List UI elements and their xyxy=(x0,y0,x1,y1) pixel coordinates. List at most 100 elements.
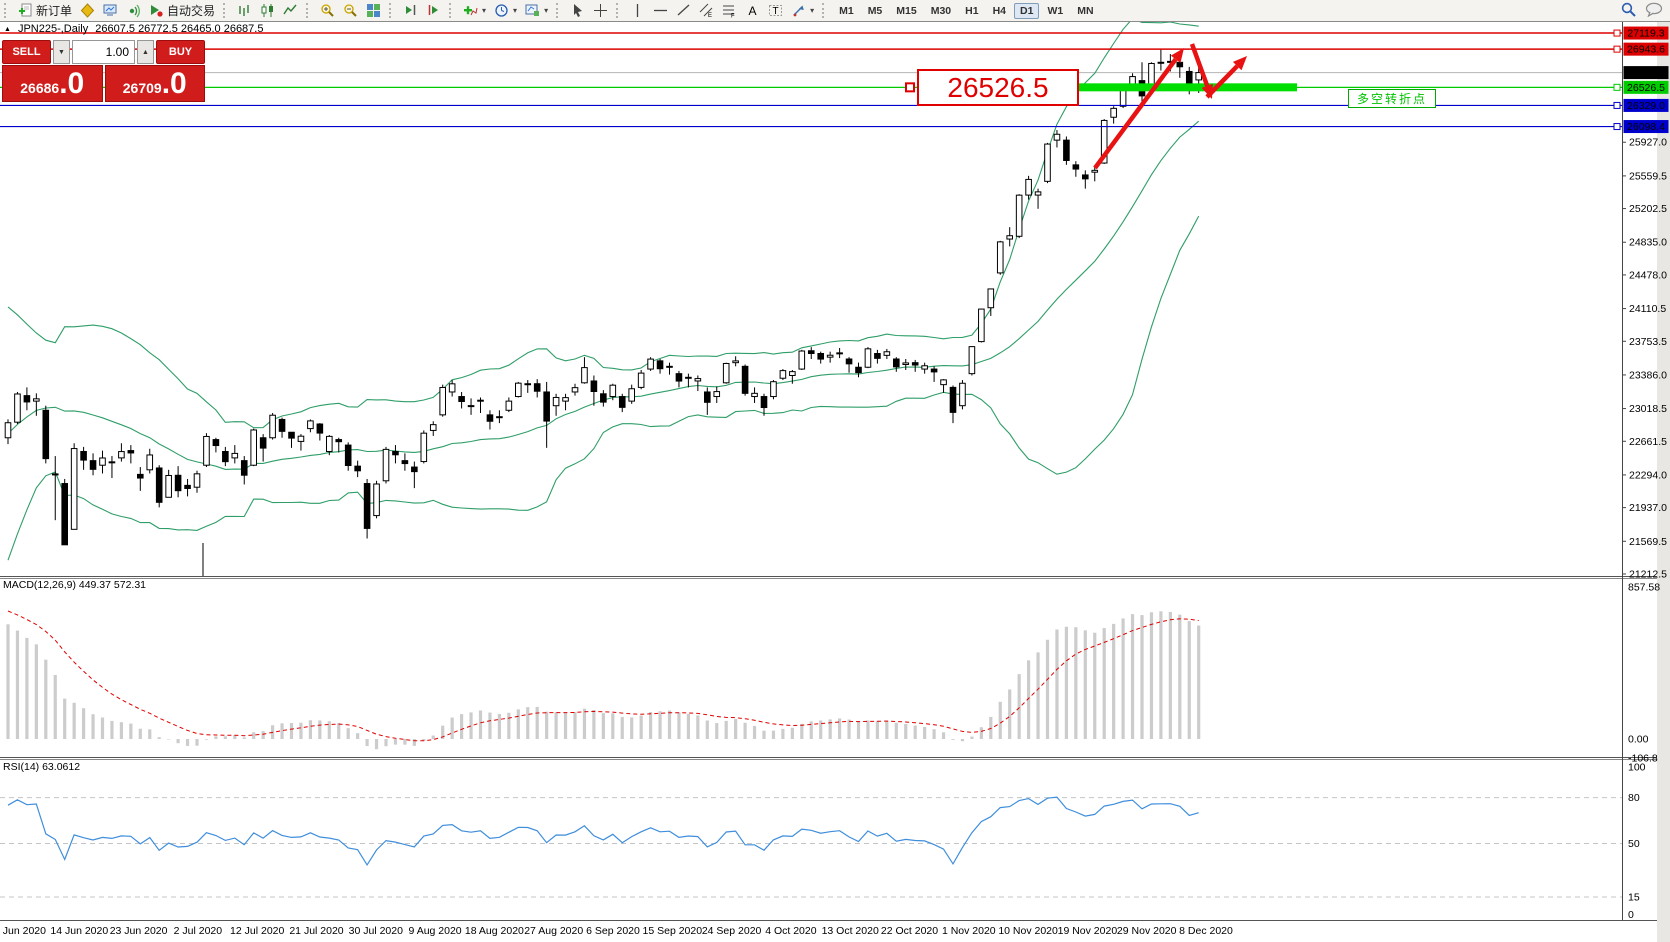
arrow-head[interactable] xyxy=(1170,48,1184,63)
timeframe-button-h1[interactable]: H1 xyxy=(965,4,979,17)
timeframe-button-d1[interactable]: D1 xyxy=(1014,2,1040,19)
toolbar-group-grip xyxy=(616,3,623,18)
date-label: 12 Jul 2020 xyxy=(230,925,284,937)
macd-axis-label: -106.8 xyxy=(1628,752,1658,764)
svg-text:24835.0: 24835.0 xyxy=(1629,237,1667,249)
timeframe-button-mn[interactable]: MN xyxy=(1077,4,1094,17)
crosshair-icon xyxy=(593,3,608,18)
level-anchor-marker[interactable] xyxy=(1613,101,1621,109)
timeframe-button-h4[interactable]: H4 xyxy=(992,4,1007,17)
date-label: 22 Oct 2020 xyxy=(881,925,938,937)
volume-increase-button[interactable]: ▲ xyxy=(137,40,154,64)
rsi-axis-label: 100 xyxy=(1628,762,1646,774)
svg-text:21569.5: 21569.5 xyxy=(1629,536,1667,548)
volume-input[interactable]: 1.00 xyxy=(72,40,135,64)
search-button[interactable] xyxy=(1620,1,1637,23)
price-axis: 25927.0 25559.5 25202.5 24835.0 24478.0 24110… xyxy=(1613,26,1669,580)
buy-button[interactable]: BUY xyxy=(156,40,205,64)
volume-decrease-button[interactable]: ▼ xyxy=(53,40,70,64)
channel-button[interactable]: E xyxy=(695,0,718,21)
date-label: 8 Dec 2020 xyxy=(1179,925,1233,937)
chart-shift-button[interactable] xyxy=(422,0,445,21)
svg-text:23018.5: 23018.5 xyxy=(1629,403,1667,415)
sell-price[interactable]: 26686.0 xyxy=(2,65,103,102)
timeframe-button-w1[interactable]: W1 xyxy=(1047,4,1064,17)
svg-text:26098.4: 26098.4 xyxy=(1627,121,1665,133)
svg-text:26943.6: 26943.6 xyxy=(1627,44,1665,56)
right-edge-strip xyxy=(1657,22,1670,942)
community-button[interactable] xyxy=(1645,2,1664,22)
dropdown-arrow-icon[interactable]: ▾ xyxy=(544,6,549,15)
candlestick-button[interactable] xyxy=(256,0,279,21)
cursor-button[interactable] xyxy=(566,0,589,21)
text-button[interactable]: A xyxy=(741,0,764,21)
indicators-button[interactable]: ▾ xyxy=(459,0,490,21)
autotrading-button[interactable]: 自动交易 xyxy=(145,0,219,21)
rsi-axis-label: 15 xyxy=(1628,892,1640,904)
arrows-icon xyxy=(791,3,806,18)
collapse-triangle-icon[interactable]: ▲ xyxy=(4,26,11,33)
date-label: 2 Jul 2020 xyxy=(174,925,223,937)
arrow-shaft[interactable] xyxy=(1189,43,1210,87)
toolbar-group-grip xyxy=(822,3,829,18)
horizontal-line-button[interactable] xyxy=(649,0,672,21)
arrow-head[interactable] xyxy=(1232,56,1247,71)
svg-text:21212.5: 21212.5 xyxy=(1629,568,1667,580)
date-label: 13 Oct 2020 xyxy=(822,925,879,937)
level-anchor-marker[interactable] xyxy=(1613,83,1621,91)
sound-icon xyxy=(126,3,141,18)
trendline-button[interactable] xyxy=(672,0,695,21)
arrows-button[interactable]: ▾ xyxy=(787,0,818,21)
dropdown-arrow-icon[interactable]: ▾ xyxy=(513,6,518,15)
timeframe-button-m30[interactable]: M30 xyxy=(930,4,952,17)
periods-button[interactable]: ▾ xyxy=(490,0,521,21)
axis-price-flag xyxy=(1623,26,1669,40)
price-callout-label[interactable]: 26526.5 xyxy=(917,69,1079,106)
level-anchor-marker[interactable] xyxy=(1613,29,1621,37)
date-label: 30 Jul 2020 xyxy=(349,925,403,937)
fibonacci-button[interactable]: F xyxy=(718,0,741,21)
axis-price-flag xyxy=(1623,42,1669,56)
support-zone-bar[interactable] xyxy=(1053,83,1297,92)
dropdown-arrow-icon[interactable]: ▾ xyxy=(810,6,815,15)
zoom-out-button[interactable] xyxy=(339,0,362,21)
drawn-arrows[interactable] xyxy=(1093,43,1247,170)
candlestick-icon xyxy=(260,3,275,18)
market-watch-button[interactable] xyxy=(99,0,122,21)
metaeditor-button[interactable] xyxy=(76,0,99,21)
macd-axis-label: 857.58 xyxy=(1628,582,1660,594)
vertical-line-button[interactable] xyxy=(626,0,649,21)
bar-chart-icon xyxy=(237,3,252,18)
timeframe-button-m5[interactable]: M5 xyxy=(867,4,883,17)
timeframe-button-m15[interactable]: M15 xyxy=(896,4,917,17)
axis-price-flag xyxy=(1623,80,1669,94)
text-label-button[interactable]: T xyxy=(764,0,787,21)
rsi-axis-label: 80 xyxy=(1628,792,1640,804)
bar-chart-button[interactable] xyxy=(233,0,256,21)
bollinger-upper-band xyxy=(7,22,1199,429)
buy-price[interactable]: 26709.0 xyxy=(104,65,205,102)
new-order-button[interactable]: 新订单 xyxy=(14,0,76,21)
svg-text:26687.5: 26687.5 xyxy=(1627,67,1665,79)
dropdown-arrow-icon[interactable]: ▾ xyxy=(482,6,487,15)
timeframe-button-m1[interactable]: M1 xyxy=(839,4,854,17)
zoom-out-icon xyxy=(343,3,358,18)
auto-scroll-button[interactable] xyxy=(399,0,422,21)
sound-button[interactable] xyxy=(122,0,145,21)
line-chart-button[interactable] xyxy=(279,0,302,21)
axis-price-flag xyxy=(1623,120,1669,134)
sell-button[interactable]: SELL xyxy=(2,40,51,64)
arrow-shaft[interactable] xyxy=(1205,64,1239,99)
turning-point-note[interactable]: 多空转折点 xyxy=(1348,89,1436,108)
level-anchor-marker[interactable] xyxy=(1613,123,1621,131)
crosshair-button[interactable] xyxy=(589,0,612,21)
zoom-in-button[interactable] xyxy=(316,0,339,21)
level-anchor-marker[interactable] xyxy=(1613,45,1621,53)
templates-button[interactable]: ▾ xyxy=(521,0,552,21)
callout-anchor-marker[interactable] xyxy=(905,82,915,93)
arrow-shaft[interactable] xyxy=(1093,57,1178,170)
tile-windows-button[interactable] xyxy=(362,0,385,21)
svg-text:23386.0: 23386.0 xyxy=(1629,369,1667,381)
macd-panel xyxy=(6,610,1201,750)
